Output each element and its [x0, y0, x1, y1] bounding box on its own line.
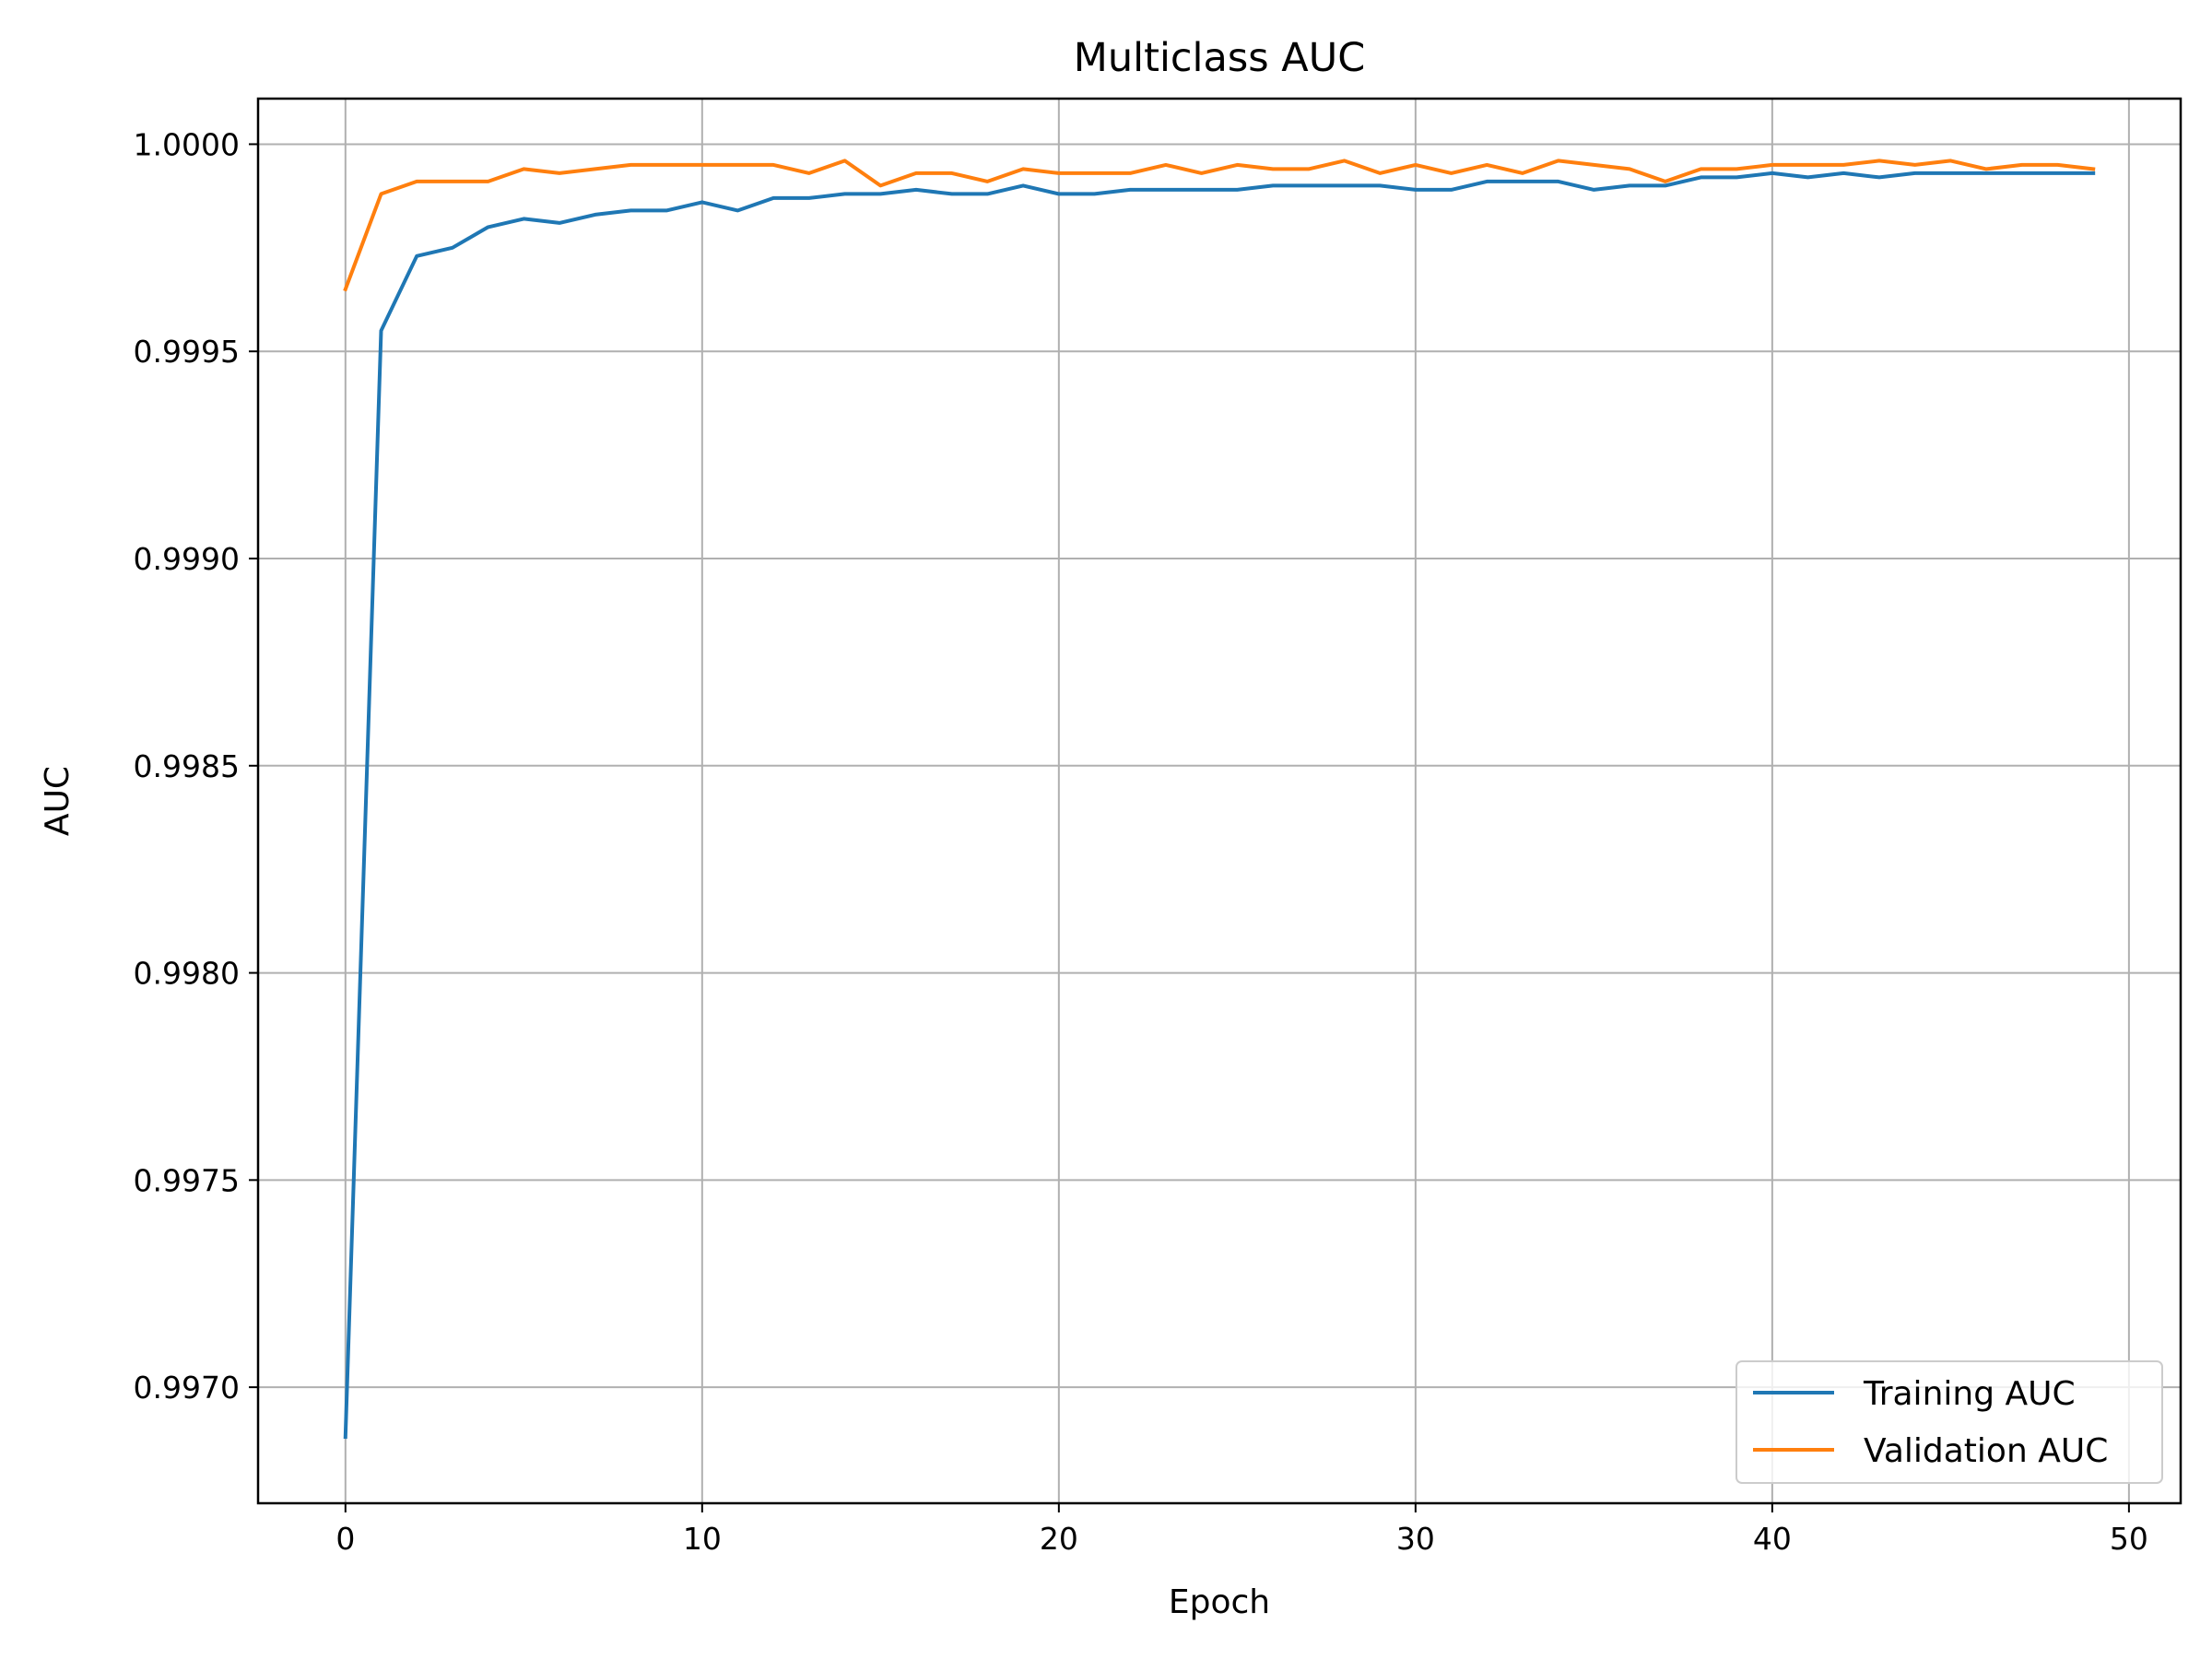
series-line-training: [343, 171, 2096, 1440]
series-line-validation: [343, 159, 2096, 292]
grid-lines: [258, 99, 2181, 1503]
y-tick-label: 0.9970: [134, 1370, 240, 1406]
legend: Training AUC Validation AUC: [1735, 1360, 2163, 1484]
y-axis-label: AUC: [39, 766, 76, 836]
x-axis-label: Epoch: [1169, 1583, 1270, 1621]
legend-label-training: Training AUC: [1863, 1375, 2076, 1413]
y-tick-label: 0.9990: [134, 541, 240, 577]
legend-label-validation: Validation AUC: [1864, 1432, 2108, 1470]
y-tick-label: 1.0000: [134, 126, 240, 162]
y-tick-label: 0.9975: [134, 1162, 240, 1198]
y-tick-label: 0.9985: [134, 748, 240, 784]
y-tick-label: 0.9980: [134, 956, 240, 992]
legend-box: [1735, 1360, 2163, 1484]
x-tick-label: 20: [1040, 1521, 1078, 1557]
x-tick-label: 0: [335, 1521, 355, 1557]
axis-ticks: 0 10 20 30 40 50 0.9970 0.9975 0.9980 0.9985 0.999…: [134, 126, 2148, 1557]
x-tick-label: 10: [683, 1521, 722, 1557]
x-tick-label: 50: [2110, 1521, 2148, 1557]
plot-frame: [256, 97, 2183, 1505]
chart-title: Multiclass AUC: [1074, 35, 1365, 81]
x-tick-label: 40: [1753, 1521, 1792, 1557]
x-tick-label: 30: [1396, 1521, 1435, 1557]
y-tick-label: 0.9995: [134, 334, 240, 370]
series-lines: [343, 159, 2096, 1440]
